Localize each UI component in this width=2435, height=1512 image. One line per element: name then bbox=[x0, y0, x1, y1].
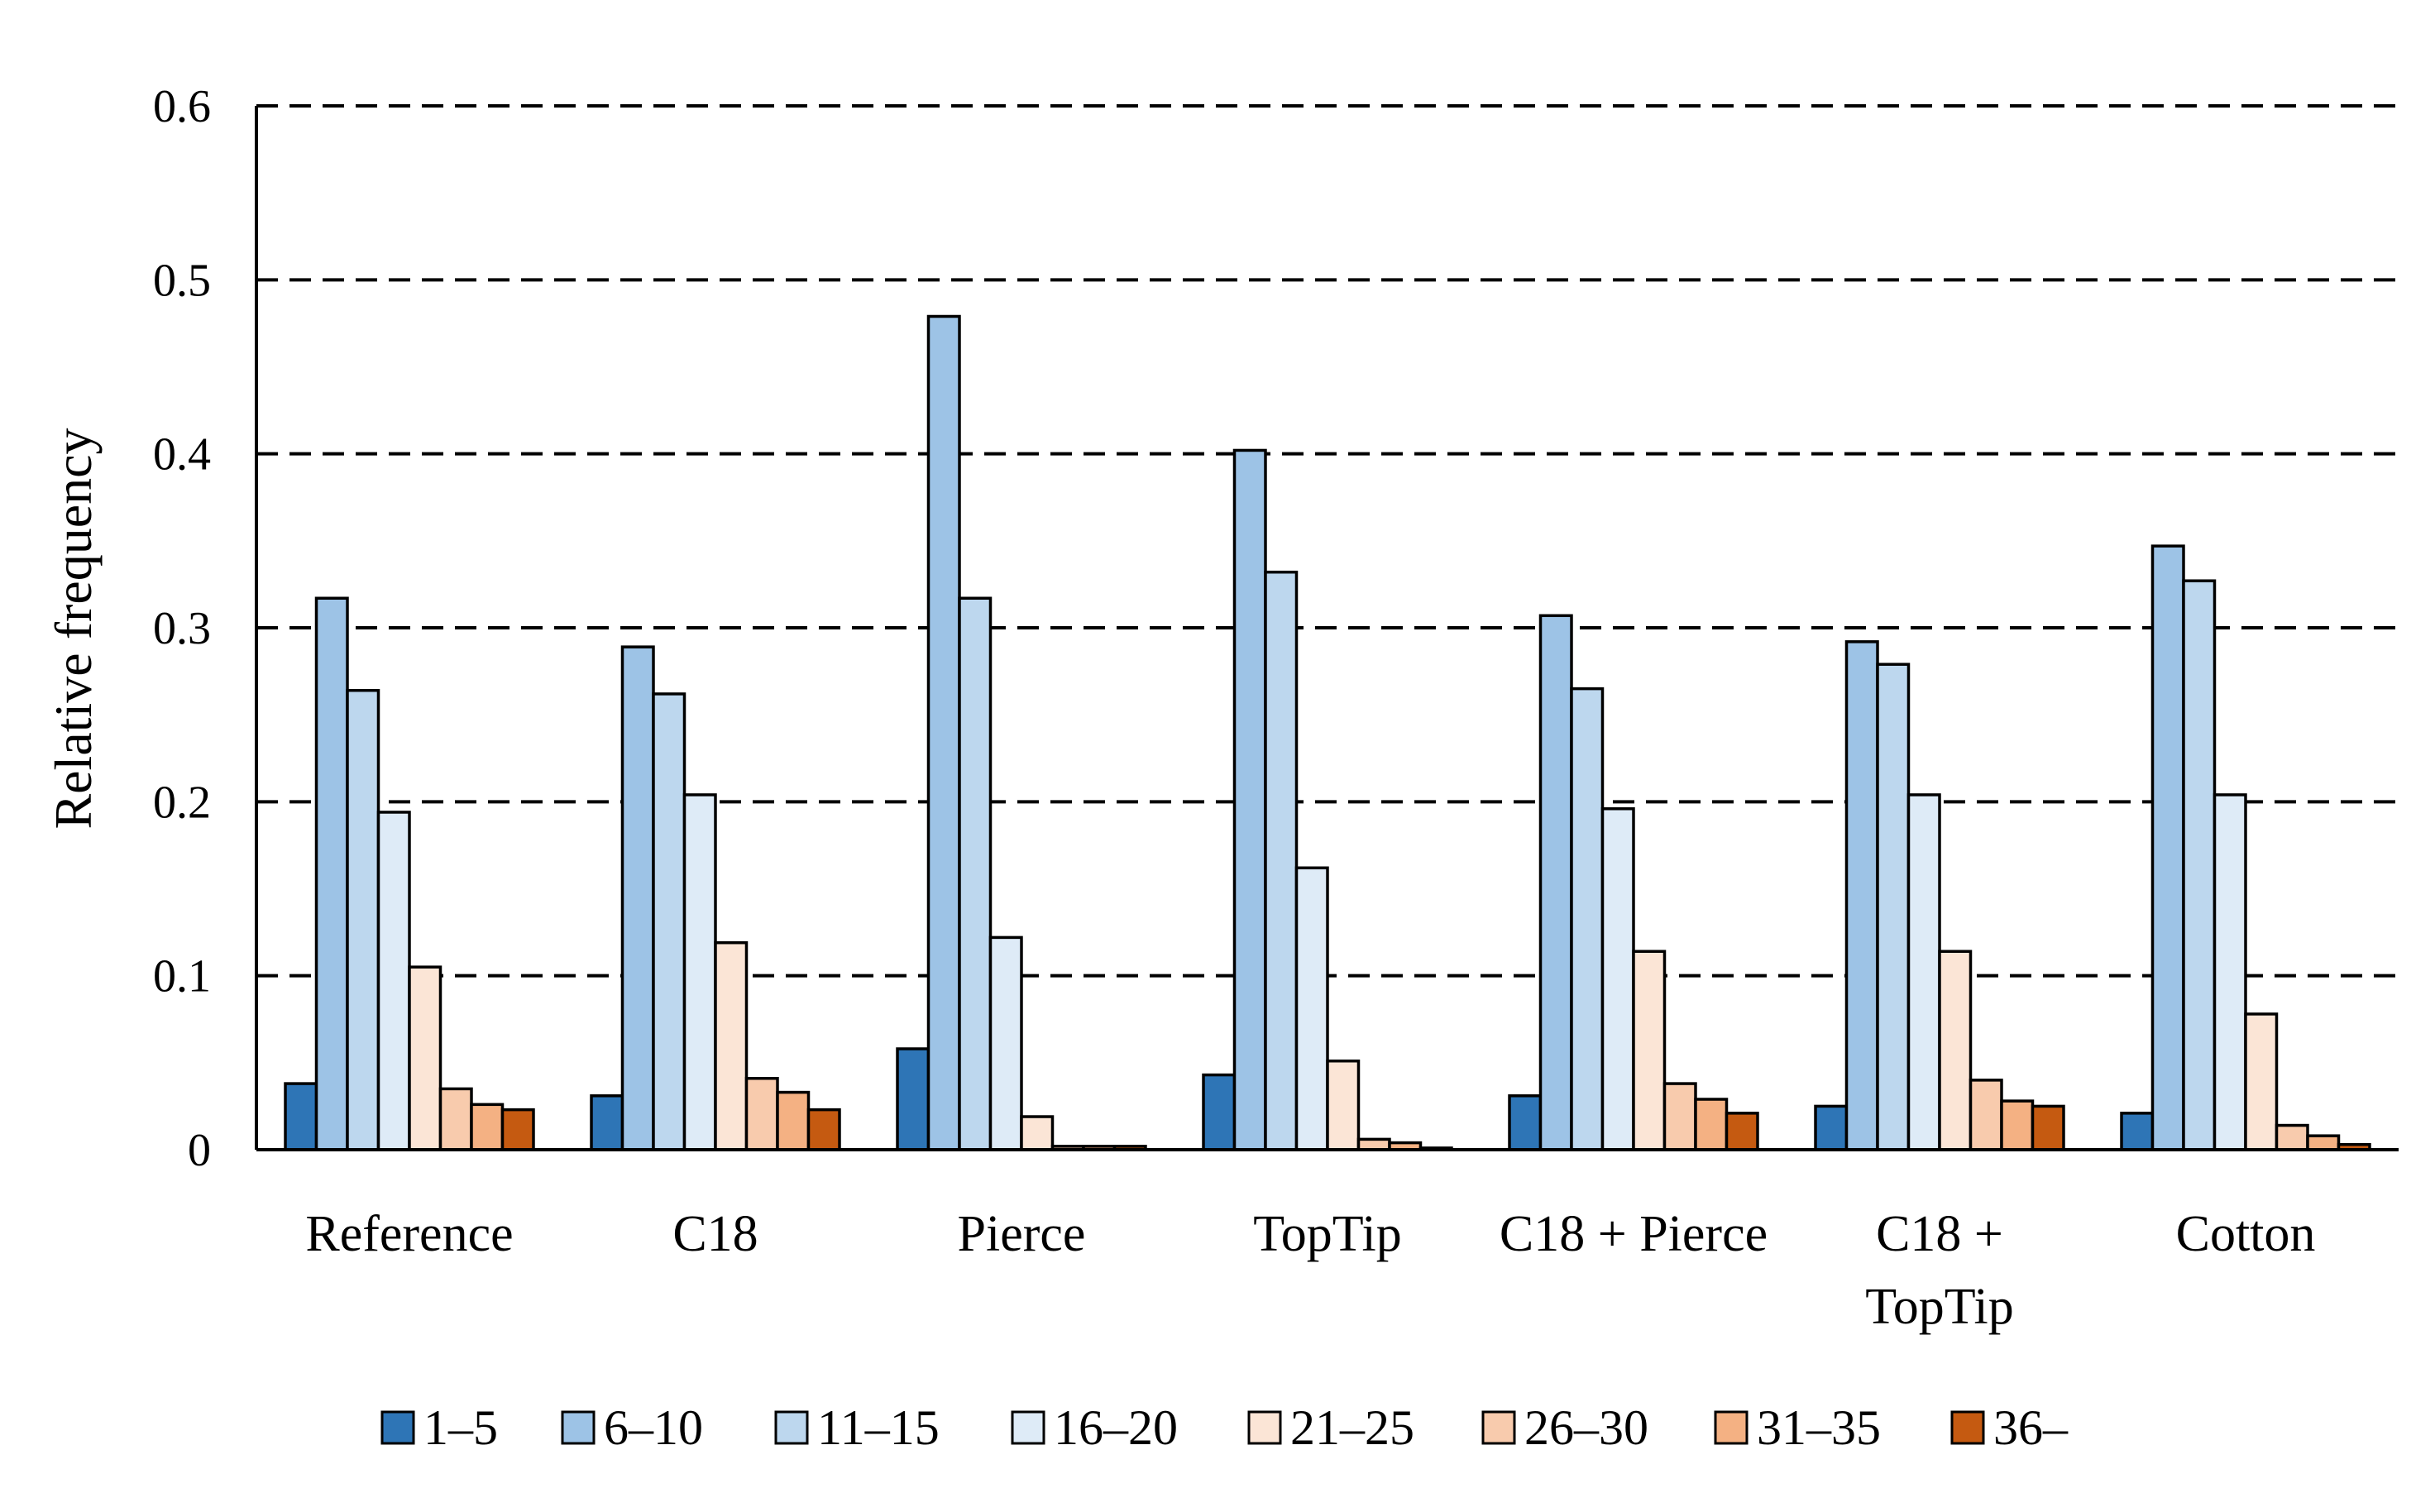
y-tick-label: 0.3 bbox=[153, 603, 211, 654]
bar-36–-0 bbox=[500, 1108, 535, 1151]
y-axis-title: Relative frequency bbox=[44, 428, 103, 829]
bar-16–20-0 bbox=[376, 811, 411, 1151]
x-category-label: Cotton bbox=[2176, 1206, 2316, 1262]
bar-26–30-5 bbox=[1969, 1079, 2003, 1151]
bar-26–30-6 bbox=[2275, 1123, 2309, 1151]
bar-6–10-6 bbox=[2150, 544, 2185, 1151]
bar-1–5-1 bbox=[590, 1094, 624, 1151]
legend-swatch bbox=[1481, 1410, 1516, 1445]
legend-label: 36– bbox=[1993, 1400, 2069, 1455]
bar-1–5-3 bbox=[1202, 1073, 1237, 1151]
bar-16–20-6 bbox=[2213, 793, 2247, 1151]
bar-26–30-1 bbox=[744, 1077, 779, 1151]
legend-item: 1–5 bbox=[380, 1400, 498, 1455]
legend-swatch bbox=[380, 1410, 415, 1445]
bar-6–10-3 bbox=[1232, 448, 1267, 1151]
bar-11–15-3 bbox=[1264, 570, 1299, 1151]
bar-16–20-1 bbox=[682, 793, 717, 1151]
x-axis-categories: Reference C18 Pierce TopTip C18 + Pierce C18 … bbox=[305, 1206, 2315, 1335]
legend-item: 26–30 bbox=[1481, 1400, 1648, 1455]
bar-31–35-6 bbox=[2306, 1134, 2341, 1151]
legend: 1–5 6–10 11–15 16–20 21–25 26–30 31–35 36– bbox=[380, 1400, 2069, 1455]
bar-36–-4 bbox=[1725, 1112, 1759, 1151]
y-axis-ticks: 0 0.1 0.2 0.3 0.4 0.5 0.6 bbox=[153, 81, 211, 1176]
bar-11–15-2 bbox=[958, 596, 993, 1151]
bar-6–10-5 bbox=[1844, 640, 1879, 1151]
legend-label: 26–30 bbox=[1524, 1400, 1648, 1455]
x-category-label: Reference bbox=[305, 1206, 513, 1262]
bar-26–30-4 bbox=[1662, 1082, 1697, 1151]
legend-swatch bbox=[774, 1410, 809, 1445]
bar-21–25-3 bbox=[1326, 1059, 1361, 1151]
axes bbox=[255, 106, 2399, 1151]
bar-21–25-5 bbox=[1938, 950, 1973, 1151]
bar-11–15-6 bbox=[2182, 579, 2217, 1151]
legend-swatch bbox=[1950, 1410, 1985, 1445]
legend-swatch bbox=[1247, 1410, 1282, 1445]
x-category-label: TopTip bbox=[1865, 1279, 2013, 1335]
bar-1–5-4 bbox=[1508, 1094, 1543, 1151]
y-tick-label: 0.2 bbox=[153, 777, 211, 828]
bar-6–10-0 bbox=[314, 596, 349, 1151]
bar-21–25-1 bbox=[714, 940, 749, 1151]
y-tick-label: 0.1 bbox=[153, 951, 211, 1002]
x-category-label: C18 + bbox=[1876, 1206, 2003, 1262]
bar-31–35-4 bbox=[1694, 1098, 1729, 1151]
bar-1–5-0 bbox=[284, 1082, 318, 1151]
bar-26–30-0 bbox=[438, 1087, 473, 1151]
legend-item: 36– bbox=[1950, 1400, 2069, 1455]
bar-11–15-0 bbox=[346, 688, 380, 1151]
bar-36–-5 bbox=[2031, 1104, 2065, 1151]
bar-1–5-2 bbox=[896, 1047, 930, 1151]
legend-label: 11–15 bbox=[817, 1400, 940, 1455]
legend-label: 6–10 bbox=[604, 1400, 703, 1455]
legend-item: 31–35 bbox=[1714, 1400, 1881, 1455]
legend-label: 1–5 bbox=[423, 1400, 498, 1455]
bar-6–10-1 bbox=[620, 645, 655, 1151]
bar-16–20-5 bbox=[1906, 793, 1941, 1151]
bar-6–10-4 bbox=[1538, 614, 1573, 1151]
legend-item: 11–15 bbox=[774, 1400, 940, 1455]
bar-1–5-5 bbox=[1814, 1104, 1849, 1151]
bar-11–15-1 bbox=[652, 692, 686, 1151]
bar-11–15-5 bbox=[1876, 663, 1911, 1151]
x-category-label: Pierce bbox=[958, 1206, 1086, 1262]
x-category-label: TopTip bbox=[1253, 1206, 1401, 1262]
bar-1–5-6 bbox=[2120, 1112, 2155, 1151]
bar-21–25-6 bbox=[2244, 1012, 2279, 1151]
legend-item: 21–25 bbox=[1247, 1400, 1414, 1455]
bar-11–15-4 bbox=[1570, 687, 1605, 1151]
bar-16–20-2 bbox=[988, 935, 1023, 1151]
bar-16–20-3 bbox=[1294, 866, 1329, 1151]
bar-6–10-2 bbox=[926, 314, 961, 1151]
legend-swatch bbox=[561, 1410, 596, 1445]
bar-16–20-4 bbox=[1600, 806, 1635, 1151]
x-category-label: C18 bbox=[672, 1206, 758, 1262]
gridlines bbox=[256, 104, 2399, 978]
bar-31–35-5 bbox=[2000, 1099, 2035, 1151]
legend-label: 31–35 bbox=[1757, 1400, 1881, 1455]
bar-21–25-0 bbox=[408, 965, 443, 1151]
legend-label: 21–25 bbox=[1290, 1400, 1414, 1455]
y-tick-label: 0 bbox=[188, 1125, 211, 1176]
legend-item: 16–20 bbox=[1011, 1400, 1178, 1455]
bar-31–35-0 bbox=[470, 1103, 505, 1151]
y-tick-label: 0.6 bbox=[153, 81, 211, 132]
bar-36–-1 bbox=[806, 1108, 841, 1151]
legend-item: 6–10 bbox=[561, 1400, 703, 1455]
legend-swatch bbox=[1714, 1410, 1749, 1445]
bars bbox=[284, 314, 2371, 1151]
bar-21–25-2 bbox=[1020, 1115, 1055, 1151]
legend-label: 16–20 bbox=[1054, 1400, 1178, 1455]
x-category-label: C18 + Pierce bbox=[1500, 1206, 1768, 1262]
bar-31–35-1 bbox=[776, 1090, 811, 1151]
y-tick-label: 0.5 bbox=[153, 255, 211, 306]
y-tick-label: 0.4 bbox=[153, 429, 211, 481]
legend-swatch bbox=[1011, 1410, 1045, 1445]
bar-21–25-4 bbox=[1632, 950, 1667, 1151]
